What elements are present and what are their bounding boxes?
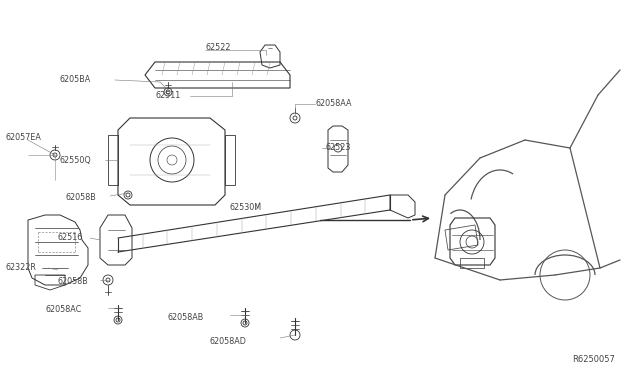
Text: 62523: 62523 [325,144,350,153]
Text: 62058B: 62058B [65,192,96,202]
Text: 62058B: 62058B [58,278,89,286]
Text: 62058AA: 62058AA [316,99,353,109]
Text: 62058AB: 62058AB [168,312,204,321]
Text: 6205BA: 6205BA [60,76,92,84]
Text: 62322R: 62322R [5,263,36,273]
Text: 62516: 62516 [58,234,83,243]
Text: 62058AD: 62058AD [210,337,247,346]
Text: 62057EA: 62057EA [5,134,41,142]
Text: 62058AC: 62058AC [45,305,81,314]
Text: 62550Q: 62550Q [60,155,92,164]
Text: 62530M: 62530M [230,203,262,212]
Text: R6250057: R6250057 [572,356,615,365]
Text: 62511: 62511 [155,92,180,100]
Text: 62522: 62522 [206,44,232,52]
